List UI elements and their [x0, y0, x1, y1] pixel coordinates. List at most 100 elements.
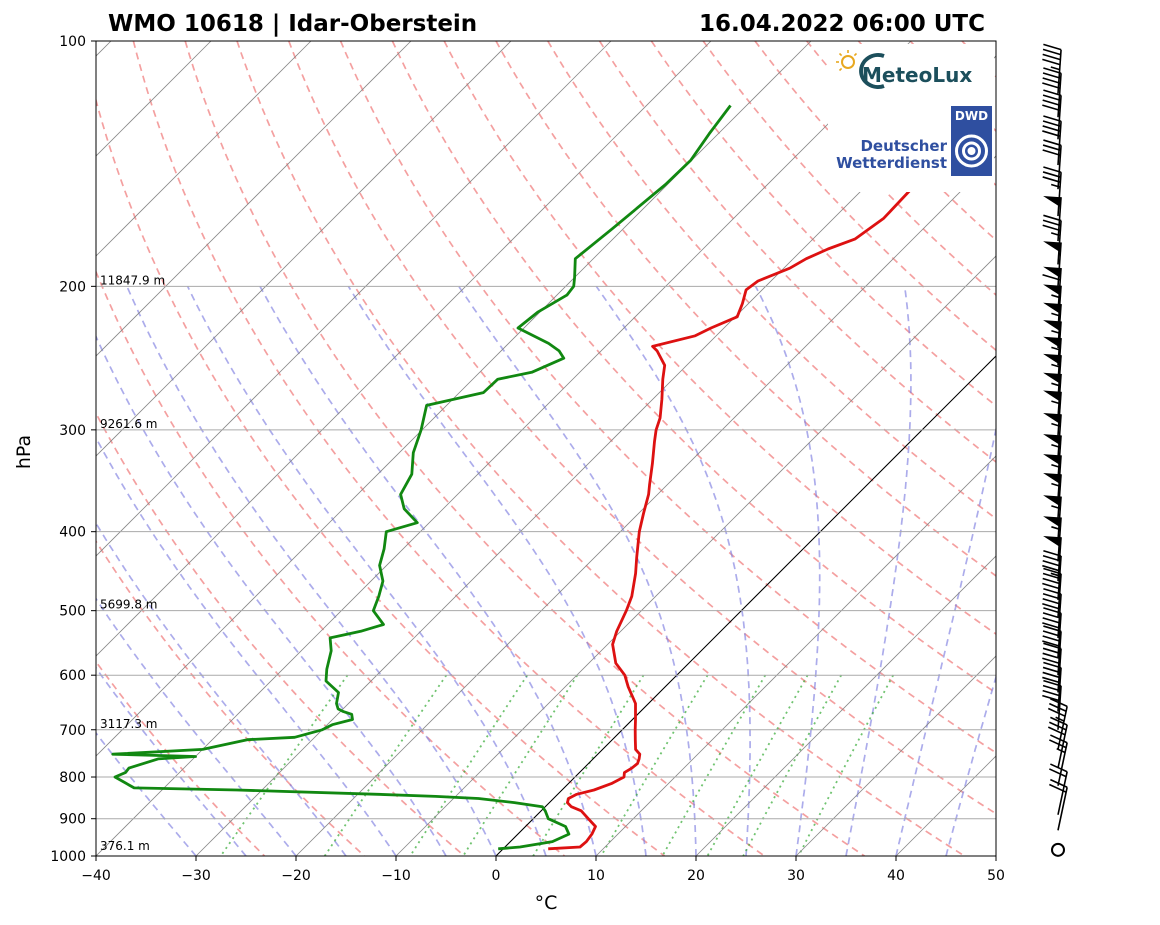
- isotherm: [96, 41, 512, 457]
- barb-flag: [1042, 676, 1061, 684]
- wind-barbs: [1042, 43, 1068, 857]
- moist-adiabat: [96, 597, 297, 856]
- barb-flag: [1043, 139, 1062, 147]
- barb-flag: [1042, 617, 1061, 624]
- barb-pennant: [1043, 241, 1062, 253]
- barb-flag: [1042, 577, 1061, 585]
- sun-icon: [836, 50, 858, 72]
- barb-flag: [1042, 635, 1061, 643]
- wind-barb: [1042, 214, 1062, 265]
- barb-flag: [1047, 726, 1066, 736]
- barb-staff: [1057, 648, 1062, 693]
- barb-flag: [1042, 219, 1061, 227]
- moist-adiabat: [96, 334, 447, 856]
- y-axis: 100 200 300 400 500 600 700 800 900 1000: [50, 34, 96, 865]
- dry-adiabat: [650, 41, 996, 407]
- barb-flag: [1042, 72, 1061, 80]
- barb-flag: [1042, 149, 1061, 157]
- barb-pennant: [1043, 473, 1062, 485]
- dry-adiabat: [1014, 41, 1160, 856]
- mixing-ratio-line: [219, 674, 349, 856]
- sounding-profiles: [111, 104, 960, 851]
- barb-pennant: [1043, 320, 1062, 332]
- barb-pennant: [1043, 195, 1062, 208]
- dwd-badge: [951, 106, 992, 176]
- barb-pennant: [1043, 372, 1062, 384]
- x-tick-label: −30: [181, 868, 211, 884]
- x-axis-label: °C: [535, 892, 558, 914]
- isotherm: [96, 41, 912, 856]
- x-tick-label: 0: [492, 868, 501, 884]
- dry-adiabat: [96, 411, 466, 856]
- barb-pennant: [1043, 434, 1062, 446]
- barb-flag: [1042, 125, 1061, 132]
- barb-flag: [1042, 77, 1061, 84]
- zero-isotherm: [495, 355, 996, 856]
- barb-staff: [1057, 517, 1062, 562]
- barb-half-flag: [1050, 66, 1060, 71]
- wind-barb: [1043, 535, 1062, 582]
- barb-flag: [1042, 58, 1061, 66]
- barb-flag: [1043, 115, 1062, 122]
- dry-adiabat: [495, 41, 996, 577]
- barb-staff: [1057, 242, 1062, 287]
- barb-flag: [1043, 43, 1062, 51]
- wind-barb: [1042, 587, 1062, 638]
- barb-staff: [1057, 631, 1062, 676]
- logo-area: MeteoLux DWD Deutscher Wetterdienst: [828, 44, 994, 192]
- height-label: 376.1 m: [100, 839, 150, 853]
- barb-pennant: [1043, 535, 1062, 548]
- barb-staff: [1057, 555, 1062, 600]
- dry-adiabat: [339, 41, 996, 754]
- barb-pennant: [1043, 516, 1062, 528]
- barb-flag: [1042, 657, 1061, 665]
- barb-flag: [1042, 689, 1061, 697]
- barb-flag: [1043, 67, 1062, 75]
- x-axis: −40 −30 −20 −10 0 10 20 30 40 50: [81, 856, 1005, 884]
- barb-pennant: [1043, 495, 1062, 507]
- wind-barb: [1042, 139, 1062, 190]
- barb-flag: [1042, 640, 1061, 648]
- mixing-ratio-line: [742, 674, 842, 856]
- barb-staff: [1057, 95, 1062, 140]
- y-tick-label: 900: [59, 812, 86, 828]
- x-tick-label: 20: [687, 868, 705, 884]
- calm-wind-circle: [1051, 842, 1065, 857]
- y-tick-label: 800: [59, 770, 86, 786]
- dry-adiabat: [132, 41, 765, 856]
- wind-barb: [1043, 195, 1062, 242]
- height-labels: 11847.9 m 9261.6 m 5699.8 m 3117.3 m 376.1 m: [100, 273, 165, 853]
- isotherm: [595, 455, 996, 856]
- isotherm: [395, 255, 996, 856]
- barb-staff: [1057, 49, 1062, 94]
- barb-staff: [1057, 593, 1062, 638]
- x-tick-label: −20: [281, 868, 311, 884]
- dry-adiabat: [1066, 41, 1160, 856]
- wind-barb: [1042, 43, 1062, 94]
- dry-adiabat: [702, 41, 996, 352]
- wind-barb: [1043, 413, 1062, 459]
- y-tick-label: 700: [59, 723, 86, 739]
- isotherm: [96, 41, 612, 557]
- wind-barb: [1042, 89, 1062, 140]
- x-tick-label: 10: [587, 868, 605, 884]
- barb-staff: [1057, 220, 1062, 265]
- barb-staff: [1057, 787, 1068, 831]
- isotherm: [96, 41, 312, 257]
- barb-staff: [1057, 73, 1062, 118]
- barb-pennant: [1043, 336, 1062, 348]
- barb-pennant: [1043, 266, 1062, 279]
- dry-adiabat: [96, 97, 666, 856]
- barb-staff: [1057, 172, 1062, 217]
- barb-flag: [1042, 582, 1061, 590]
- barb-flag: [1042, 171, 1061, 178]
- moist-adiabat: [457, 285, 697, 856]
- barb-flag: [1043, 214, 1062, 222]
- barb-flag: [1042, 104, 1061, 112]
- moist-adiabat: [754, 285, 821, 856]
- moist-adiabat: [347, 285, 647, 856]
- chart-datetime: 16.04.2022 06:00 UTC: [699, 11, 985, 37]
- y-tick-label: 400: [59, 525, 86, 541]
- y-tick-label: 600: [59, 668, 86, 684]
